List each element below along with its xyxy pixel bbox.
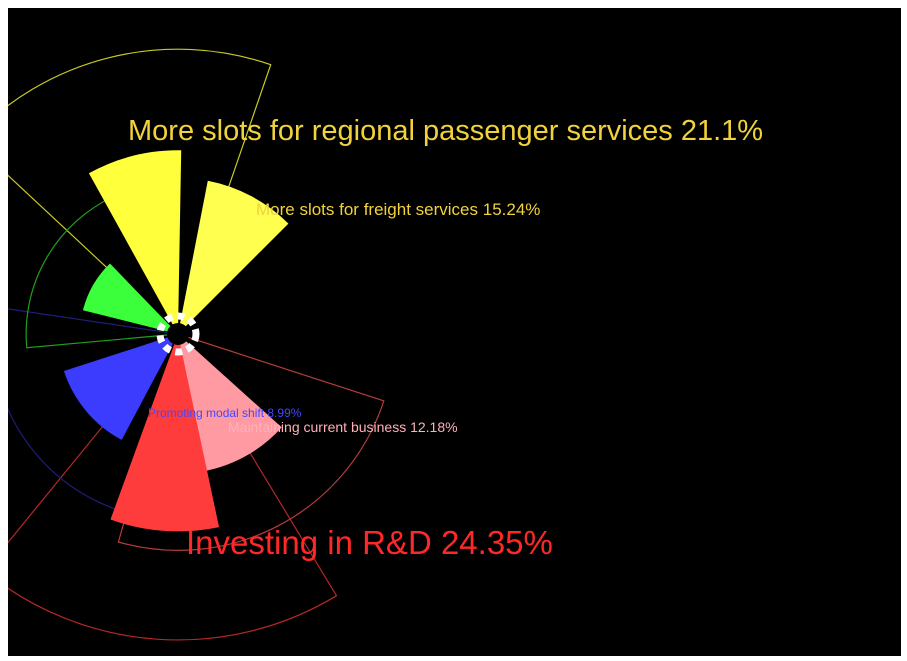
petal-0[interactable] (88, 150, 182, 327)
hub-center (167, 323, 189, 345)
polar-area-chart: More slots for regional passenger servic… (8, 48, 763, 641)
guide-sector-2 (117, 333, 385, 551)
slice-label-2: Maintaining current business 12.18% (228, 419, 458, 435)
petal-2[interactable] (179, 340, 282, 473)
slice-label-0: More slots for regional passenger servic… (128, 115, 763, 147)
guide-sector-3 (8, 332, 338, 641)
hub-ring (156, 312, 200, 356)
guide-sector-0 (8, 48, 272, 336)
petal-3[interactable] (110, 342, 220, 532)
guide-sector-5 (25, 195, 179, 349)
petal-5[interactable] (82, 263, 172, 332)
petal-1[interactable] (179, 180, 289, 328)
slice-label-4: Promoting modal shift 8.99% (148, 406, 302, 420)
slice-label-3: Investing in R&D 24.35% (186, 524, 553, 561)
chart-area: More slots for regional passenger servic… (8, 8, 901, 656)
slice-label-1: More slots for freight services 15.24% (256, 200, 540, 219)
petal-4[interactable] (63, 336, 174, 440)
